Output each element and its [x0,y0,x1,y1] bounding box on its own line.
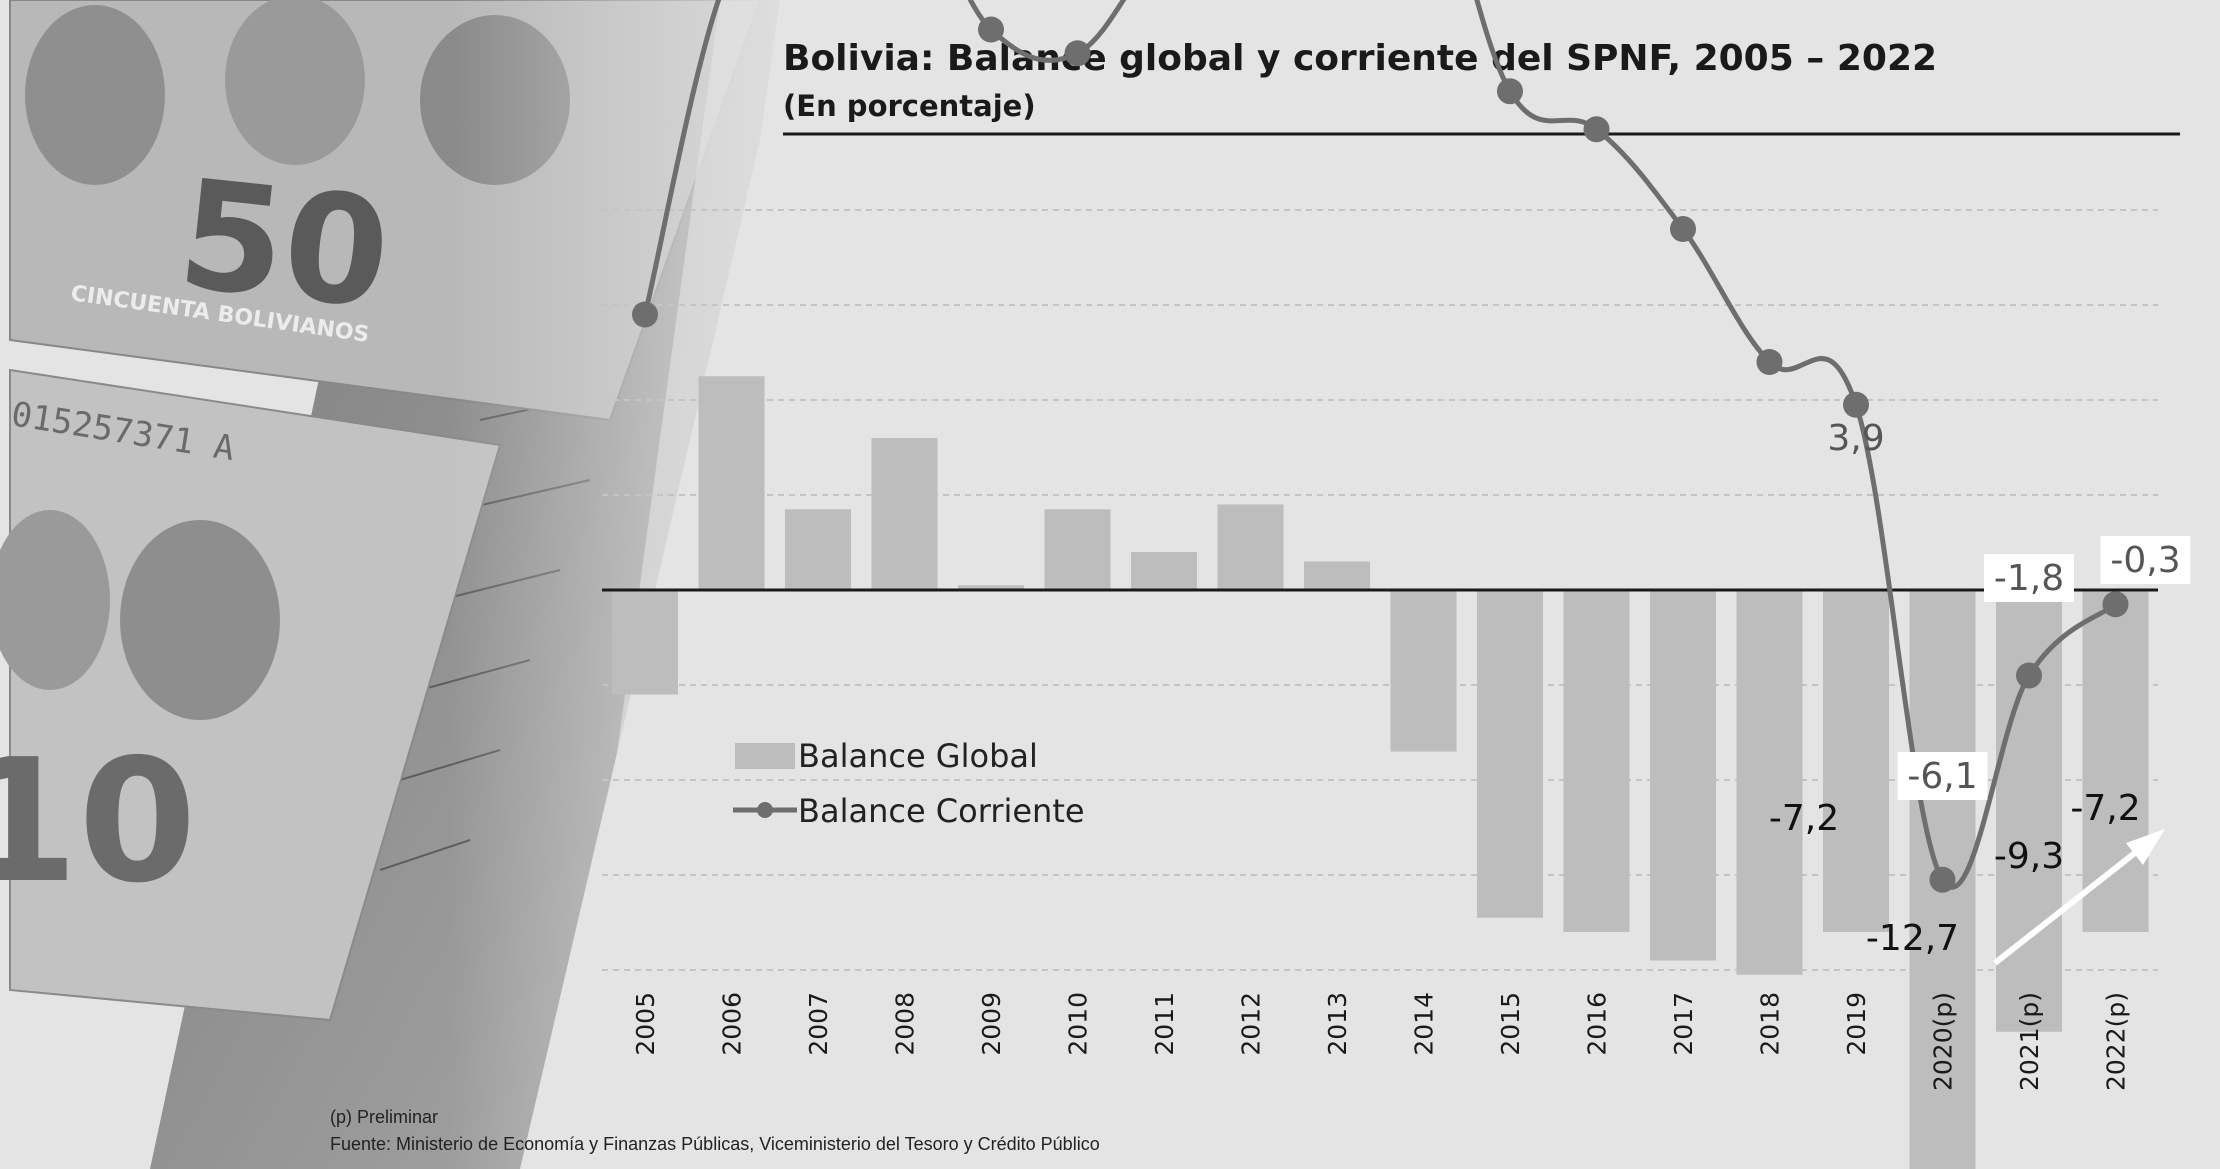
bar-2015 [1477,590,1543,918]
x-tick-label: 2018 [1756,992,1785,1056]
bar-2007 [785,509,851,590]
bar-2016 [1563,590,1630,932]
bar-2017 [1650,590,1716,961]
x-tick-label: 2019 [1842,992,1871,1056]
line-point-2022(p) [2102,591,2129,618]
line-path [642,0,2118,890]
portrait-icon [25,5,165,185]
x-tick-label: 2015 [1496,992,1525,1056]
bar-2021(p) [1996,590,2062,1032]
line-point-2018 [1756,349,1783,375]
line-point-2005 [632,301,658,328]
x-tick-label: 2013 [1323,992,1352,1056]
footnote-source: Fuente: Ministerio de Economía y Finanza… [330,1134,1100,1154]
bar-2019 [1823,590,1889,932]
legend-label-bar: Balance Global [798,737,1038,775]
x-tick-label: 2016 [1583,992,1612,1056]
portrait-icon [225,0,365,165]
bar-2009 [958,585,1024,590]
line-value-label: -0,3 [2110,540,2180,581]
x-tick-label: 2014 [1410,992,1439,1056]
x-tick-label: 2021(p) [2015,992,2044,1091]
trend-arrow [1993,829,2165,966]
bar-value-label: -12,7 [1866,918,1959,959]
bar-2013 [1304,561,1370,590]
x-tick-label: 2010 [1064,992,1093,1056]
line-point-2019 [1843,391,1869,418]
bar-2014 [1390,590,1457,752]
legend-swatch-marker [757,802,773,818]
bar-value-label: -9,3 [1994,836,2064,877]
portrait-icon [0,510,110,690]
x-tick-label: 2017 [1669,992,1698,1056]
bar-2008 [871,438,938,590]
line-value-label: -1,8 [1994,558,2064,599]
legend: Balance Global Balance Corriente [733,737,1085,830]
footnote-preliminar: (p) Preliminar [330,1107,438,1127]
chart-title: Bolivia: Balance global y corriente del … [783,38,1937,79]
chart-subtitle: (En porcentaje) [783,89,1036,123]
x-tick-label: 2022(p) [2102,992,2131,1091]
bar-2012 [1217,504,1284,590]
line-point-2021(p) [2016,662,2042,689]
banknote-10 [9,368,502,1022]
line-point-2017 [1670,216,1696,242]
bar-value-label: -7,2 [1769,798,1839,839]
line-point-2015 [1497,78,1523,105]
bar-2022(p) [2082,590,2149,932]
bar-2006 [698,376,765,590]
line-value-label: -6,1 [1907,756,1977,797]
line-point-2016 [1583,116,1610,143]
legend-label-line: Balance Corriente [798,792,1085,830]
line-point-2020(p) [1929,866,1956,893]
line-point-2009 [978,16,1004,43]
bar-2010 [1044,509,1111,590]
x-axis-ticks: 2005 2006 2007 2008 2009 2010 2011 2012 2013 2014… [631,992,2131,1091]
x-tick-label: 2007 [804,992,833,1056]
label-box [1984,554,2074,602]
legend-swatch-bar [735,743,795,769]
line-series [632,0,2129,893]
bar-series [612,376,2149,1169]
banknote-50-value: 50 [171,148,397,343]
x-tick-label: 2008 [891,992,920,1056]
line-point-2010 [1064,40,1091,67]
label-box [1897,752,1988,800]
x-tick-label: 2009 [977,992,1006,1056]
x-tick-label: 2012 [1237,992,1266,1056]
x-tick-label: 2020(p) [1929,992,1958,1091]
bar-2011 [1131,552,1197,590]
bar-2018 [1736,590,1803,975]
x-tick-label: 2006 [718,992,747,1056]
banknote-10-value: 10 [0,723,197,921]
line-value-label: 3,9 [1827,418,1884,459]
value-labels: -7,2-12,7-9,3-7,23,9-6,1-1,8 -0,3 [1769,418,2191,959]
label-box [2100,536,2191,584]
x-tick-label: 2005 [631,992,660,1056]
x-tick-label: 2011 [1150,992,1179,1056]
bar-value-label: -7,2 [2070,788,2140,829]
bar-2005 [612,590,678,695]
portrait-icon [120,520,280,720]
